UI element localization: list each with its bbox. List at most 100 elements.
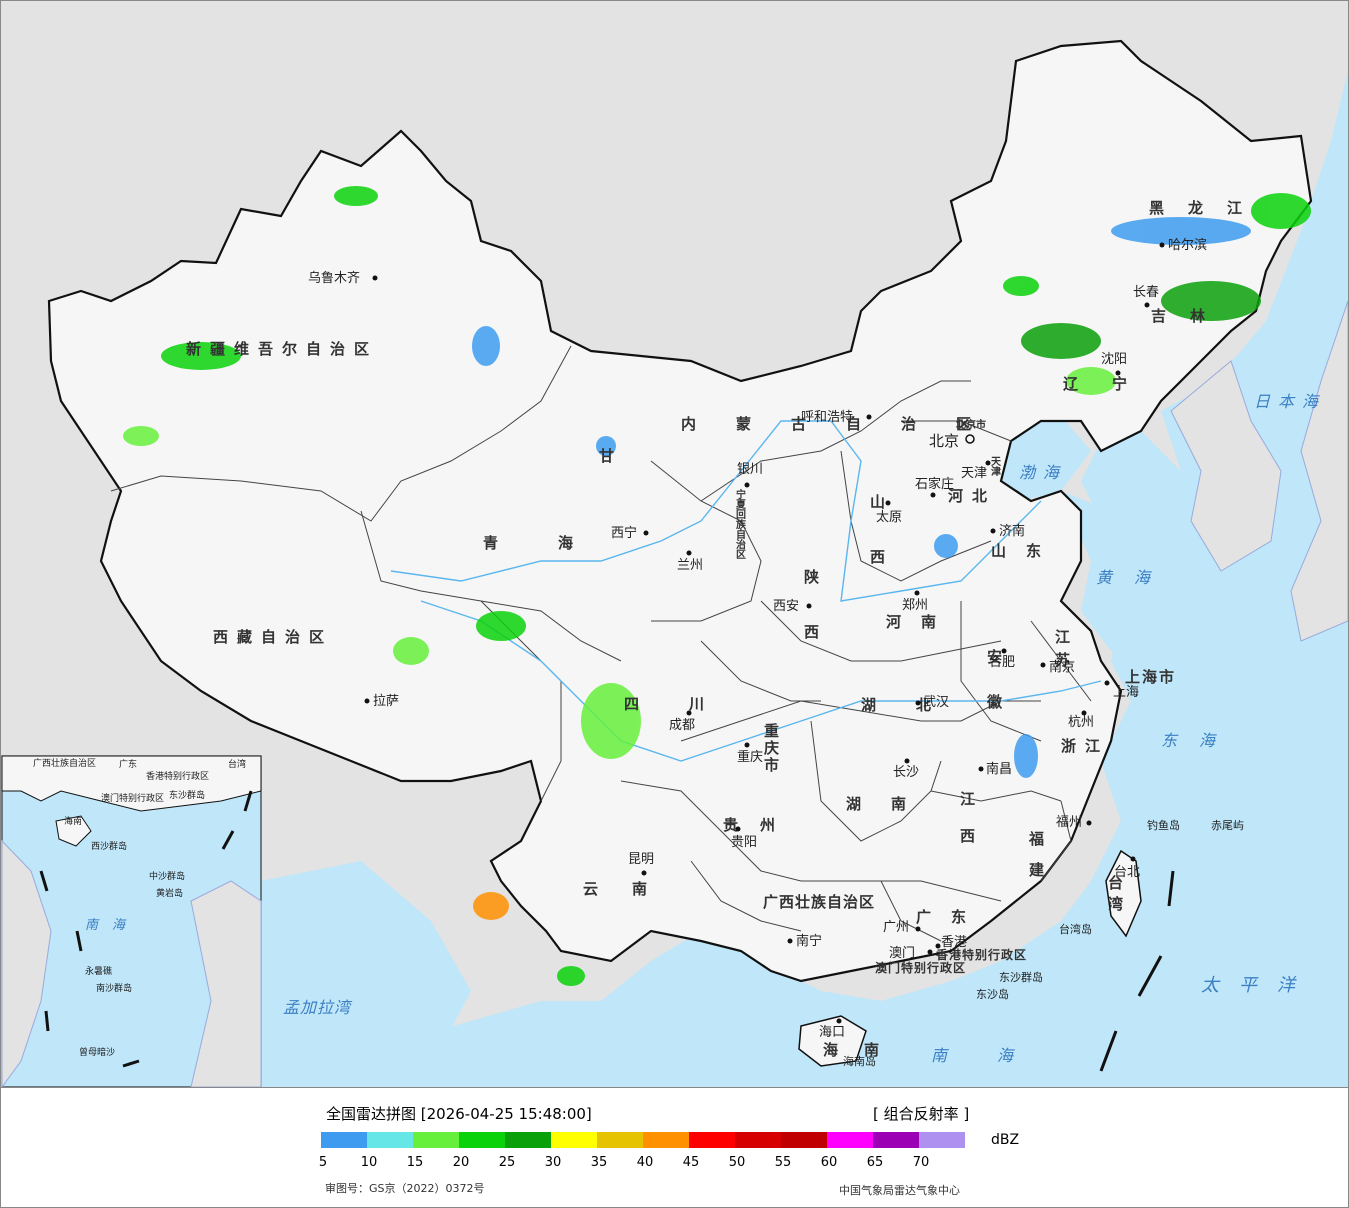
tick-label: 30 [544,1155,562,1170]
label-nanchang: 南昌 [986,761,1012,777]
label-jiangxi: 江西 [958,790,976,865]
label-chongqing: 重庆市 [762,722,780,774]
label-hainan: 海南 [823,1041,905,1059]
label-sichuan: 四川 [624,695,754,713]
label-dongsha-dao: 东沙岛 [976,987,1009,1001]
label-hunan: 湖南 [846,795,936,813]
label-chongqing-city: 重庆 [737,749,763,765]
label-hebei: 河北 [948,487,996,505]
inset-label-taiwan: 台湾 [228,758,246,770]
korea [1170,360,1282,572]
label-anhui: 安徽 [985,648,1003,739]
tick-label: 70 [912,1155,930,1170]
approval-number: 审图号：GS京（2022）0372号 [325,1182,485,1195]
japan [1290,300,1348,642]
label-taiwan-island: 台湾岛 [1059,922,1092,936]
inset-label-xisha: 西沙群岛 [91,840,127,852]
label-xizang: 西藏自治区 [213,628,333,646]
label-neimenggu: 内蒙古自治区 [681,415,1011,433]
label-fujian: 福建 [1027,830,1045,893]
label-guangdong: 广东 [916,908,986,926]
label-xian: 西安 [773,599,799,614]
label-macau-city: 澳门 [889,945,915,961]
label-shanghai: 上海市 [1125,668,1176,686]
label-harbin: 哈尔滨 [1168,237,1207,253]
label-fuzhou: 福州 [1056,815,1082,830]
label-shijiazhuang: 石家庄 [915,476,954,492]
rivers [390,420,1102,762]
inset-label-nansha: 南沙群岛 [96,982,132,994]
label-hefei: 合肥 [989,655,1015,670]
tick-label: 40 [636,1155,654,1170]
color-scale-bar [321,1132,965,1148]
tick-label: 65 [866,1155,884,1170]
tick-label: 60 [820,1155,838,1170]
tick-label: 5 [318,1155,328,1170]
tick-label: 10 [360,1155,378,1170]
label-lhasa: 拉萨 [373,694,399,709]
color-swatch [873,1132,919,1148]
radar-echoes [123,186,1311,986]
inset-label-macau: 澳门特别行政区 [101,792,164,804]
label-macau: 澳门特别行政区 [875,960,966,975]
label-haikou: 海口 [819,1025,845,1040]
label-changsha: 长沙 [893,765,919,780]
label-gansu: 甘 [599,447,623,465]
city-markers [364,242,1165,1024]
label-jilin: 吉林 [1151,307,1229,325]
color-swatch [643,1132,689,1148]
label-inset-south-sea: 南海 [85,918,139,933]
label-jinan: 济南 [999,523,1025,539]
label-shanxi: 山西 [868,494,886,604]
inset-label-hk: 香港特别行政区 [146,770,209,782]
label-jiangsu: 江苏 [1053,628,1071,675]
inset-label-hainan: 海南 [64,815,82,827]
label-south-sea: 南海 [931,1046,1063,1065]
sea-labels: 日本海 渤海 黄海 东海 南海 太平洋 孟加拉湾 南海 [85,392,1318,1065]
label-yellow-sea: 黄海 [1096,568,1172,587]
hainan-island [798,1015,867,1067]
label-hohhot: 呼和浩特 [801,410,853,425]
inset-label-dongsha: 东沙群岛 [169,789,205,801]
legend-title: 全国雷达拼图 [2026-04-25 15:48:00] [326,1105,592,1123]
label-taipei: 台北 [1114,865,1140,880]
color-swatch [367,1132,413,1148]
color-swatch [781,1132,827,1148]
tick-label: 20 [452,1155,470,1170]
label-changchun: 长春 [1133,285,1159,300]
sea-area-bengal [261,861,471,1087]
china-mainland [47,39,1313,983]
unit-label: dBZ [991,1132,1020,1148]
sea-area-yellow [1061,481,1201,651]
label-xinjiang: 新疆维吾尔自治区 [186,340,378,358]
label-qinghai: 青海 [483,534,633,552]
label-hongkong-city: 香港 [941,935,967,950]
color-swatch [735,1132,781,1148]
label-nanning: 南宁 [796,933,822,949]
tick-label: 50 [728,1155,746,1170]
map-canvas: 新疆维吾尔自治区 西藏自治区 青海 甘 内蒙古自治区 黑龙江 吉林 辽宁 河北 … [1,1,1348,1087]
label-shandong: 山东 [991,542,1061,560]
color-swatch [919,1132,965,1148]
radar-map: 新疆维吾尔自治区 西藏自治区 青海 甘 内蒙古自治区 黑龙江 吉林 辽宁 河北 … [0,0,1349,1088]
boundary-dashes [39,790,1175,1072]
label-guiyang: 贵阳 [731,835,757,850]
label-ningxia: 宁夏回族自治区 [734,488,747,559]
label-hubei: 湖北 [861,696,971,714]
label-bengal: 孟加拉湾 [283,998,353,1017]
label-shenyang: 沈阳 [1101,352,1127,367]
label-shanghai-city: 上海 [1113,685,1139,700]
inset-labels: 广西壮族自治区 广东 香港特别行政区 澳门特别行政区 海南 东沙群岛 西沙群岛 … [33,757,246,1058]
label-dongsha-qundao: 东沙群岛 [999,970,1043,984]
color-swatch [597,1132,643,1148]
city-labels: 乌鲁木齐 拉萨 西宁 兰州 银川 呼和浩特 北京 天津 石家庄 太原 济南 郑州… [308,237,1207,1040]
label-hongkong: 香港特别行政区 [935,947,1027,962]
label-guizhou: 贵州 [723,816,797,834]
color-swatch [689,1132,735,1148]
label-east-sea: 东海 [1161,731,1237,750]
label-tianjin: 天津 [989,456,1001,477]
label-chengdu: 成都 [669,718,695,733]
label-xining: 西宁 [611,525,637,541]
source-credit: 中国气象局雷达气象中心 [839,1184,960,1197]
label-liaoning: 辽宁 [1063,375,1161,393]
